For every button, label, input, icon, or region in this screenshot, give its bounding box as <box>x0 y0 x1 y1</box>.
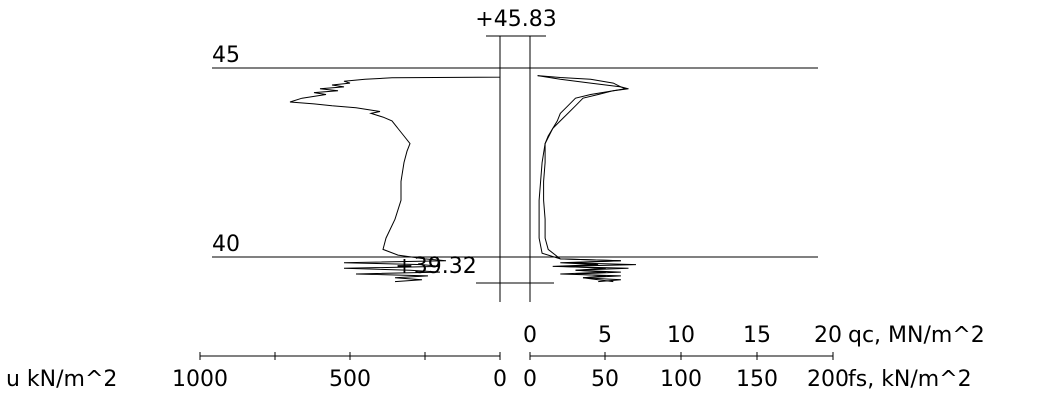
level-label-45: 45 <box>212 43 240 68</box>
bottom-elevation-label: +39.32 <box>395 254 476 279</box>
qc-tick-label: 20 <box>814 323 842 348</box>
fs-tick-label: 150 <box>736 367 778 392</box>
qc-trace <box>537 75 629 283</box>
fs-axis-label: fs, kN/m^2 <box>848 367 972 392</box>
fs-trace <box>537 75 637 283</box>
top-elevation-label: +45.83 <box>475 7 556 32</box>
u-tick-label: 0 <box>493 367 507 392</box>
u-trace <box>289 36 501 283</box>
fs-tick-label: 50 <box>591 367 619 392</box>
qc-tick-label: 0 <box>523 323 537 348</box>
qc-tick-label: 10 <box>667 323 695 348</box>
level-label-40: 40 <box>212 232 240 257</box>
fs-tick-label: 100 <box>660 367 702 392</box>
u-axis-label: u kN/m^2 <box>6 367 117 392</box>
qc-axis-label: qc, MN/m^2 <box>848 323 985 348</box>
qc-tick-label: 15 <box>743 323 771 348</box>
u-tick-label: 500 <box>329 367 371 392</box>
u-tick-label: 1000 <box>172 367 228 392</box>
fs-tick-label: 200 <box>807 367 849 392</box>
fs-tick-label: 0 <box>523 367 537 392</box>
qc-tick-label: 5 <box>598 323 612 348</box>
